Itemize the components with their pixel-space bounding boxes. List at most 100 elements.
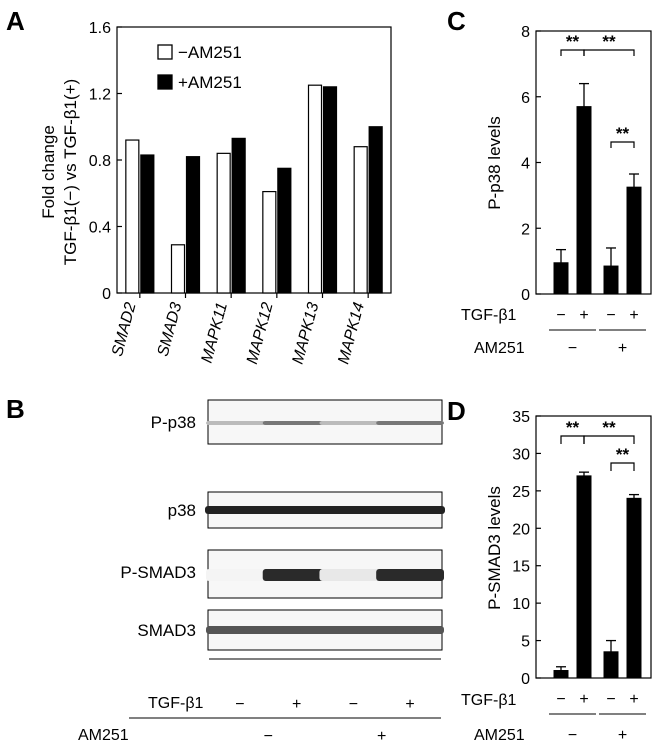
panel-c-tgf-sign-3: − [606, 307, 615, 324]
x-label-mapk11: MAPK11 [199, 301, 231, 365]
panel-c-bar-1 [553, 262, 569, 295]
blot-4-band-12 [414, 626, 444, 634]
legend-swatch-plus-am251 [157, 74, 173, 90]
panel-c-bar-2 [576, 106, 592, 295]
bar-mapk13-plus-am251 [322, 86, 338, 294]
legend-label-minus-am251: −AM251 [178, 43, 242, 62]
legend-swatch-minus-am251 [157, 44, 173, 60]
panel-b-conditions: − + − + − + [129, 658, 441, 743]
panel-a-ytick-label: 1.6 [89, 20, 111, 37]
panel-d-bar-4 [626, 497, 642, 679]
panel-c-ylabel: P-p38 levels [485, 116, 504, 210]
panel-a-frame [116, 26, 392, 294]
panel-c-sig-bracket-3 [610, 141, 635, 148]
panel-c-bar-3 [603, 265, 619, 295]
panel-b-tgf-sign-4: + [405, 696, 414, 713]
panel-c-ytick-label: 6 [521, 90, 530, 107]
x-label-mapk12: MAPK12 [244, 301, 277, 366]
panel-a-ytick-label: 0.4 [89, 220, 111, 237]
panel-d-ytick-label: 35 [512, 409, 530, 426]
panel-d-ytick-label: 25 [512, 484, 530, 501]
panel-d-sig-label-3: ** [616, 445, 630, 464]
panel-a-bars [125, 84, 383, 294]
panel-d-sig-bracket-1 [560, 435, 585, 444]
panel-c-tgf-sign-4: + [629, 307, 638, 324]
blot-2-band-12 [413, 506, 445, 514]
panel-c-tgf-label: TGF-β1 [461, 307, 517, 324]
panel-d-bar-2 [576, 475, 592, 679]
panel-d-ytick-label: 20 [512, 521, 530, 538]
panel-d-tgf-sign-2: + [579, 691, 588, 708]
blot-label-2: p38 [168, 501, 196, 520]
bar-mapk14-plus-am251 [368, 126, 383, 294]
legend-label-plus-am251: +AM251 [178, 73, 242, 92]
panel-d-ytick-label: 5 [521, 634, 530, 651]
bar-mapk11-plus-am251 [231, 137, 246, 294]
panel-a-axes: 0 0.4 0.8 1.2 1.6 [89, 20, 392, 303]
panel-b-am-sign-1: − [264, 728, 273, 743]
panel-c-am-sign-1: − [568, 340, 577, 357]
panel-c-axes: 0 2 4 6 8 [521, 24, 652, 304]
panel-c-ytick-label: 8 [521, 24, 530, 41]
panel-d-ytick-label: 10 [512, 596, 530, 613]
x-label-smad2: SMAD2 [109, 301, 140, 359]
panel-letter-d: D [447, 396, 466, 426]
panel-d-tgf-sign-4: + [629, 691, 638, 708]
panel-a: A Fold change TGF-β1(−) vs TGF-β1(+) 0 0.… [6, 6, 392, 366]
panel-a-legend: −AM251 +AM251 [157, 43, 242, 92]
panel-c-ytick-label: 0 [521, 287, 530, 304]
panel-d-sig-label-1: ** [566, 418, 580, 437]
panel-d-am-sign-2: + [618, 727, 627, 743]
panel-c-sig-bracket-2 [583, 49, 635, 56]
panel-b-tgf-sign-1: − [235, 696, 244, 713]
panel-b-blots: P-p38 p38 P-SMAD3 SMAD3 [120, 399, 445, 651]
panel-b-am-label: AM251 [78, 727, 129, 743]
panel-d-bars [553, 471, 642, 679]
panel-d-tgf-sign-1: − [556, 691, 565, 708]
panel-d-sig-bracket-3 [610, 462, 635, 471]
panel-letter-a: A [6, 6, 25, 36]
panel-d-axes: 0 5 10 15 20 25 30 35 [512, 409, 652, 688]
panel-b-tgf-sign-2: + [292, 696, 301, 713]
bar-smad2-minus-am251 [125, 139, 140, 294]
blot-1-band-12 [414, 421, 444, 425]
panel-b-tgf-sign-3: − [349, 696, 358, 713]
panel-c-sig-label-2: ** [602, 32, 616, 51]
panel-d-ytick-label: 15 [512, 559, 530, 576]
panel-c-tgf-sign-2: + [579, 307, 588, 324]
panel-c-am-label: AM251 [474, 340, 525, 357]
bar-smad2-plus-am251 [140, 154, 155, 294]
x-label-mapk13: MAPK13 [290, 301, 323, 366]
panel-c-sig-label-1: ** [566, 32, 580, 51]
panel-d-significance: ** **** [560, 418, 635, 471]
panel-a-xticks: SMAD2 SMAD3 MAPK11 MAPK12 MAPK13 MAPK14 [109, 293, 369, 366]
panel-c-am-sign-2: + [618, 340, 627, 357]
blot-label-1: P-p38 [151, 413, 196, 432]
blot-3-band-12 [414, 569, 444, 581]
panel-c-ytick-label: 2 [521, 221, 530, 238]
panel-c-bar-4 [626, 186, 642, 295]
panel-a-ytick-label: 1.2 [89, 87, 111, 104]
panel-letter-c: C [447, 6, 466, 36]
panel-d-conditions: − + − +− + [549, 691, 646, 743]
panel-c-tgf-sign-1: − [556, 307, 565, 324]
panel-c-sig-label-3: ** [616, 124, 630, 143]
panel-d-ylabel: P-SMAD3 levels [485, 486, 504, 610]
panel-d-bar-1 [553, 670, 569, 679]
panel-d-bar-3 [603, 651, 619, 679]
panel-d-tgf-label: TGF-β1 [461, 692, 517, 709]
panel-d-sig-bracket-2 [583, 435, 635, 444]
x-label-smad3: SMAD3 [155, 301, 186, 359]
panel-b-tgf-label: TGF-β1 [148, 695, 204, 712]
panel-d-ytick-label: 0 [521, 671, 530, 688]
bar-mapk12-minus-am251 [262, 190, 277, 294]
panel-letter-b: B [6, 394, 25, 424]
x-label-mapk14: MAPK14 [335, 301, 368, 366]
panel-d-tgf-sign-3: − [606, 691, 615, 708]
bar-smad3-plus-am251 [185, 156, 201, 294]
panel-b: B P-p38 p38 P-SMAD3 SMAD3 − + − + − + TGF-β1 AM2… [6, 394, 445, 743]
panel-d-ytick-label: 30 [512, 446, 530, 463]
panel-c-bars [553, 82, 642, 295]
